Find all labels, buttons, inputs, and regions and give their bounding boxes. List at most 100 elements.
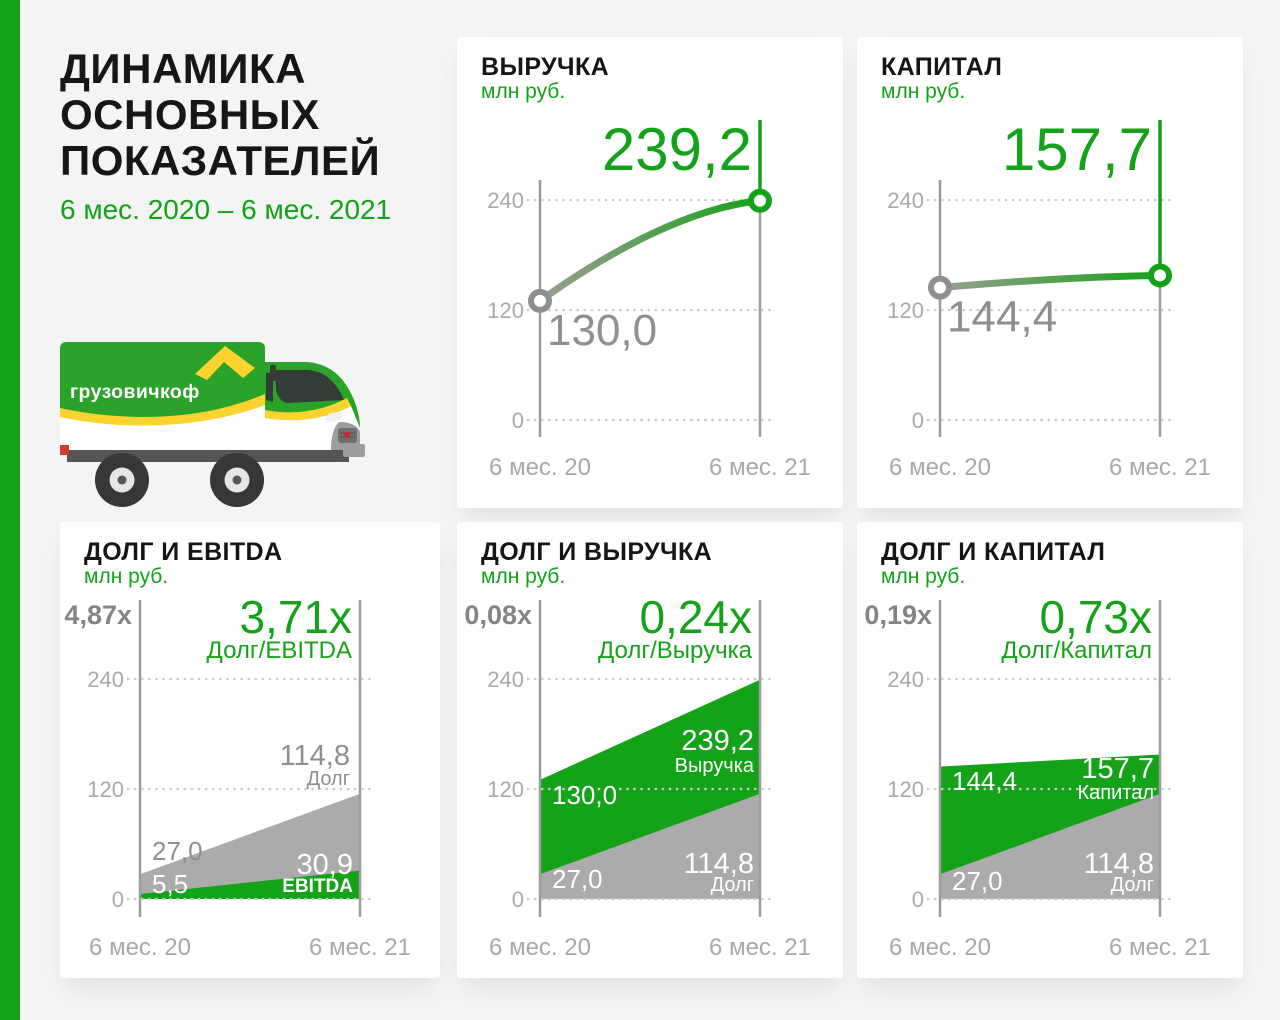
ratio-name-label: Долг/Выручка bbox=[598, 637, 753, 664]
y-tick-label: 240 bbox=[487, 667, 524, 692]
y-tick-label: 0 bbox=[912, 887, 924, 912]
capital-line-chart: 240 120 0 157,7 144,4 6 мес. 20 6 мес. 21 bbox=[887, 116, 1211, 481]
series-value-label: 114,8 bbox=[280, 740, 350, 772]
x-axis-label: 6 мес. 20 bbox=[489, 454, 591, 481]
windshield bbox=[275, 370, 344, 403]
series-value-label: Капитал bbox=[1077, 782, 1154, 804]
chart-units: млн руб. bbox=[84, 565, 169, 588]
series-value-label: 114,8 bbox=[684, 848, 754, 880]
series-value-label: Выручка bbox=[675, 755, 755, 777]
y-tick-label: 0 bbox=[912, 408, 924, 433]
end-value-label: 239,2 bbox=[602, 116, 752, 183]
series-value-label: Долг bbox=[1111, 874, 1154, 896]
start-value-label: 130,0 bbox=[547, 306, 657, 355]
series-value-label: EBITDA bbox=[282, 876, 353, 897]
brand-logo-arrow-icon bbox=[195, 346, 255, 380]
chart-title: ДОЛГ И EBITDA bbox=[84, 538, 283, 566]
card-revenue: ВЫРУЧКА млн руб. 240 120 0 239,2 130,0 6 мес.… bbox=[457, 37, 843, 508]
cab bbox=[265, 362, 365, 457]
x-axis-label: 6 мес. 21 bbox=[709, 454, 811, 481]
y-tick-label: 240 bbox=[887, 188, 924, 213]
y-tick-label: 0 bbox=[112, 887, 124, 912]
chart-title: ДОЛГ И КАПИТАЛ bbox=[881, 538, 1106, 566]
series-value-label: 5,5 bbox=[152, 869, 188, 899]
x-axis-label: 6 мес. 20 bbox=[489, 934, 591, 961]
series-value-label: Долг bbox=[307, 768, 350, 790]
front-bumper bbox=[343, 444, 365, 457]
taillight bbox=[60, 445, 69, 455]
data-point-start bbox=[528, 288, 552, 313]
area-series-Долг bbox=[140, 793, 360, 899]
y-tick-label: 0 bbox=[512, 887, 524, 912]
x-axis-label: 6 мес. 20 bbox=[889, 934, 991, 961]
y-tick-label: 240 bbox=[887, 667, 924, 692]
truck-illustration: грузовичкоф bbox=[60, 342, 365, 507]
ratio-name-label: Долг/EBITDA bbox=[207, 637, 352, 664]
card-debt-revenue: ДОЛГ И ВЫРУЧКА млн руб. 240 120 0 0,08x 0,24… bbox=[457, 522, 843, 978]
chart-units: млн руб. bbox=[481, 80, 566, 103]
period-subtitle: 6 мес. 2020 – 6 мес. 2021 bbox=[60, 194, 392, 225]
x-axis-label: 6 мес. 21 bbox=[709, 934, 811, 961]
card-capital: КАПИТАЛ млн руб. 240 120 0 157,7 144,4 6 мес.… bbox=[857, 37, 1243, 508]
ratio-start-label: 0,08x bbox=[464, 600, 532, 630]
series-value-label: 114,8 bbox=[1084, 848, 1154, 880]
chart-title: ВЫРУЧКА bbox=[481, 53, 610, 81]
brand-logo-text: грузовичкоф bbox=[70, 381, 200, 403]
y-tick-label: 120 bbox=[887, 777, 924, 802]
series-value-label: 30,9 bbox=[297, 849, 353, 881]
x-axis-label: 6 мес. 20 bbox=[889, 454, 991, 481]
ratio-end-label: 0,73x bbox=[1039, 591, 1152, 643]
chart-title: КАПИТАЛ bbox=[881, 53, 1003, 81]
area-series-EBITDA bbox=[140, 870, 360, 899]
start-value-label: 144,4 bbox=[947, 293, 1057, 342]
end-value-label: 157,7 bbox=[1002, 116, 1152, 183]
ratio-end-label: 0,24x bbox=[639, 591, 752, 643]
chart-title: ДОЛГ И ВЫРУЧКА bbox=[481, 538, 713, 566]
series-value-label: Долг bbox=[711, 874, 754, 896]
series-value-label: 27,0 bbox=[152, 836, 203, 866]
card-debt-ebitda: ДОЛГ И EBITDA млн руб. 240 120 0 4,87x 3,71x… bbox=[60, 522, 440, 978]
front-wheel bbox=[210, 453, 264, 507]
revenue-line-chart: 240 120 0 239,2 130,0 6 мес. 20 6 мес. 21 bbox=[487, 116, 811, 481]
chart-units: млн руб. bbox=[881, 80, 966, 103]
series-value-label: 27,0 bbox=[952, 866, 1003, 896]
chart-units: млн руб. bbox=[881, 565, 966, 588]
ratio-name-label: Долг/Капитал bbox=[1001, 637, 1152, 664]
rear-wheel bbox=[95, 453, 149, 507]
y-tick-label: 120 bbox=[487, 298, 524, 323]
headlight bbox=[325, 412, 343, 422]
y-tick-label: 120 bbox=[887, 298, 924, 323]
x-axis-label: 6 мес. 21 bbox=[1109, 934, 1211, 961]
series-value-label: 157,7 bbox=[1081, 753, 1154, 785]
grille-badge bbox=[343, 431, 351, 439]
x-axis-label: 6 мес. 21 bbox=[1109, 454, 1211, 481]
ratio-start-label: 4,87x bbox=[64, 600, 132, 630]
series-value-label: 27,0 bbox=[552, 864, 603, 894]
left-accent-bar bbox=[0, 0, 20, 1020]
x-axis-label: 6 мес. 21 bbox=[309, 934, 411, 961]
trend-line bbox=[936, 271, 1164, 292]
y-tick-label: 120 bbox=[87, 777, 124, 802]
side-mirror bbox=[270, 365, 276, 381]
series-value-label: 130,0 bbox=[552, 780, 617, 810]
y-tick-label: 240 bbox=[87, 667, 124, 692]
area-series-Долг bbox=[940, 793, 1160, 899]
ratio-end-label: 3,71x bbox=[239, 591, 352, 643]
y-tick-label: 120 bbox=[487, 777, 524, 802]
y-tick-label: 0 bbox=[512, 408, 524, 433]
area-series-Долг bbox=[540, 793, 760, 899]
series-value-label: 144,4 bbox=[952, 766, 1017, 796]
data-point-end bbox=[748, 188, 772, 213]
card-debt-capital: ДОЛГ И КАПИТАЛ млн руб. 240 120 0 0,19x 0,73… bbox=[857, 522, 1243, 978]
data-point-start bbox=[928, 275, 952, 300]
page-title: ДИНАМИКА ОСНОВНЫХ ПОКАЗАТЕЛЕЙ bbox=[60, 45, 381, 184]
series-value-label: 239,2 bbox=[681, 725, 754, 757]
ratio-start-label: 0,19x bbox=[864, 600, 932, 630]
chart-units: млн руб. bbox=[481, 565, 566, 588]
data-point-end bbox=[1148, 263, 1172, 288]
trend-line bbox=[536, 197, 764, 305]
